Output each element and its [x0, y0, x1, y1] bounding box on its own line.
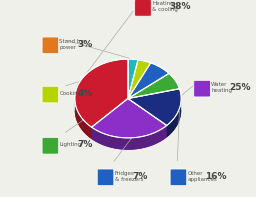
FancyBboxPatch shape: [194, 80, 210, 97]
Text: Heating
& cooling: Heating & cooling: [152, 1, 178, 12]
Text: 3%: 3%: [77, 40, 92, 49]
Polygon shape: [128, 89, 181, 125]
Text: Lighting: Lighting: [59, 142, 82, 147]
Text: 25%: 25%: [229, 83, 250, 92]
FancyBboxPatch shape: [42, 37, 59, 54]
Polygon shape: [128, 59, 138, 98]
Text: Other
appliances: Other appliances: [187, 171, 217, 182]
Text: 7%: 7%: [77, 140, 93, 149]
Text: Fridges
& freezers: Fridges & freezers: [115, 171, 143, 182]
FancyBboxPatch shape: [97, 169, 114, 186]
Polygon shape: [75, 59, 128, 127]
Polygon shape: [128, 60, 151, 98]
Text: Water
heating: Water heating: [211, 82, 232, 93]
Polygon shape: [128, 63, 169, 98]
Polygon shape: [92, 98, 167, 138]
Text: Stand by
power: Stand by power: [59, 39, 84, 50]
FancyBboxPatch shape: [170, 169, 187, 186]
Polygon shape: [92, 125, 167, 150]
Polygon shape: [75, 110, 128, 139]
Polygon shape: [128, 110, 181, 137]
Text: 16%: 16%: [205, 172, 227, 181]
Text: 38%: 38%: [170, 2, 191, 11]
Text: Cooking: Cooking: [59, 91, 82, 96]
FancyBboxPatch shape: [135, 0, 151, 16]
Text: 7%: 7%: [132, 172, 148, 181]
Polygon shape: [167, 97, 181, 137]
Text: 4%: 4%: [77, 89, 93, 98]
Polygon shape: [75, 97, 92, 139]
Polygon shape: [128, 73, 179, 98]
FancyBboxPatch shape: [42, 86, 59, 103]
FancyBboxPatch shape: [42, 138, 59, 154]
Polygon shape: [92, 110, 167, 150]
